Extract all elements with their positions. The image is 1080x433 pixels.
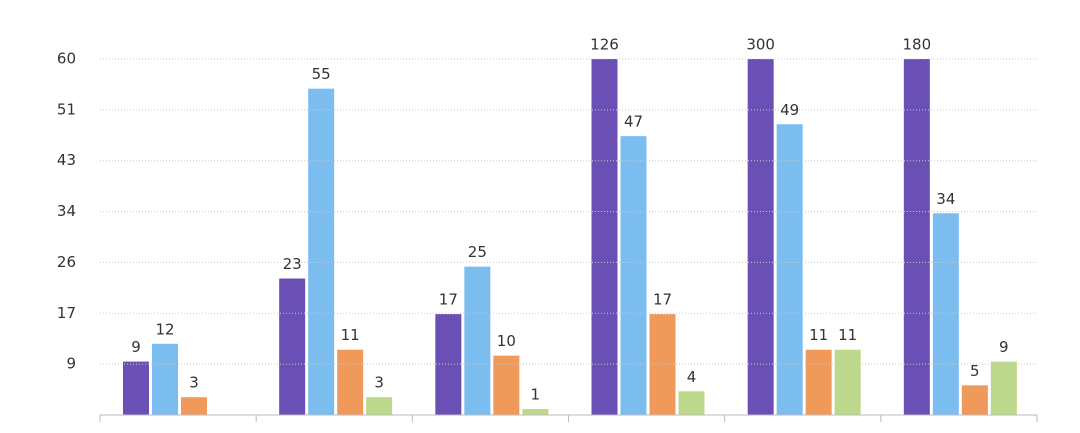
bar: [747, 59, 774, 415]
bar: [337, 349, 364, 415]
data-label: 4: [687, 368, 697, 386]
bar: [678, 391, 705, 415]
data-label: 17: [653, 291, 672, 309]
data-label: 5: [970, 362, 980, 380]
bar: [834, 349, 861, 415]
data-label: 25: [468, 243, 487, 261]
bar: [123, 361, 149, 415]
data-label: 49: [780, 101, 799, 119]
y-tick-label: 9: [66, 355, 76, 373]
data-label: 11: [341, 326, 360, 344]
bar: [620, 136, 647, 415]
data-label: 300: [746, 36, 775, 54]
bar: [366, 397, 393, 415]
data-label: 12: [155, 320, 174, 338]
data-label: 10: [497, 332, 516, 350]
y-tick-label: 43: [57, 151, 76, 169]
bar: [152, 343, 178, 415]
data-label: 9: [131, 338, 141, 356]
plot-area: [123, 59, 1017, 416]
bar: [805, 349, 832, 415]
bar: [961, 385, 988, 415]
data-label: 47: [624, 113, 643, 131]
bar: [776, 124, 803, 416]
data-label: 3: [374, 374, 384, 392]
y-tick-label: 34: [57, 202, 76, 220]
bar: [279, 278, 306, 415]
data-label: 55: [312, 65, 331, 83]
data-label: 23: [283, 255, 302, 273]
bar: [903, 59, 930, 415]
data-label: 3: [189, 374, 199, 392]
data-label: 11: [838, 326, 857, 344]
data-label: 9: [999, 338, 1009, 356]
bar: [308, 88, 335, 416]
bar: [932, 213, 959, 415]
y-tick-label: 17: [57, 304, 76, 322]
y-tick-label: 60: [57, 50, 76, 68]
data-label: 11: [809, 326, 828, 344]
bar: [990, 361, 1017, 415]
data-label: 126: [590, 36, 619, 54]
data-label: 34: [936, 190, 955, 208]
bar: [493, 355, 520, 415]
bar: [464, 266, 491, 415]
data-label: 17: [439, 291, 458, 309]
data-label: 180: [903, 36, 932, 54]
bar: [649, 314, 676, 415]
bar: [591, 59, 618, 415]
bar: [181, 397, 207, 415]
bar: [522, 409, 549, 415]
y-tick-label: 51: [57, 100, 76, 118]
y-tick-label: 26: [57, 253, 76, 271]
data-label: 1: [531, 386, 541, 404]
